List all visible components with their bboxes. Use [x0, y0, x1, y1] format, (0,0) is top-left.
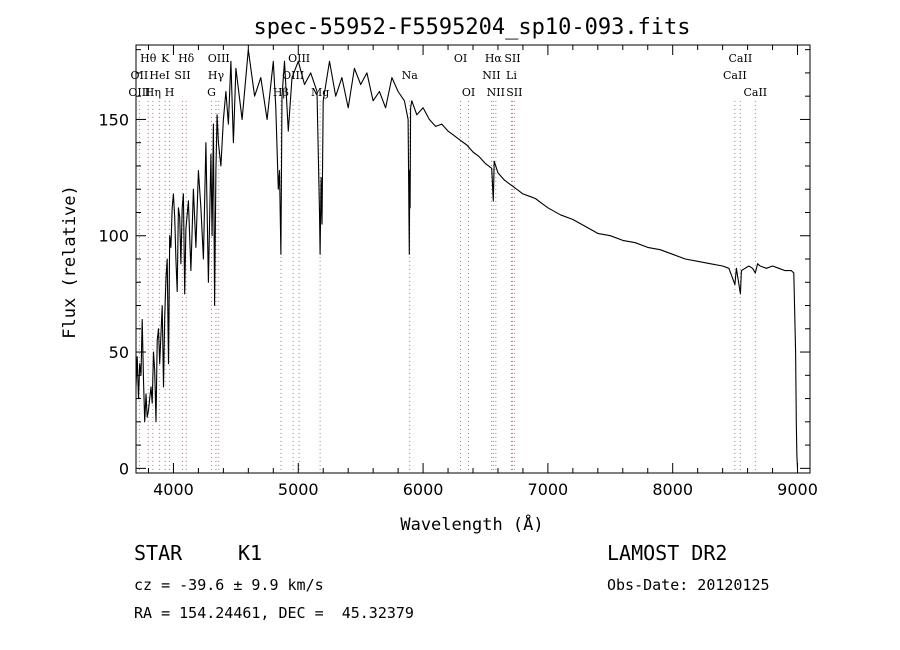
line-label: CaII — [723, 69, 747, 82]
line-label: H — [165, 86, 175, 99]
line-label: Li — [506, 69, 517, 82]
y-tick-label: 0 — [119, 459, 129, 478]
line-label: OIII — [208, 52, 230, 65]
line-label: G — [207, 86, 216, 99]
line-label: SII — [174, 69, 190, 82]
line-label: Hα — [485, 52, 503, 65]
coordinates: RA = 154.24461, DEC = 45.32379 — [134, 604, 414, 622]
line-label: CaII — [743, 86, 767, 99]
line-label: OIII — [128, 86, 150, 99]
spectrum-line — [135, 49, 799, 469]
x-axis-label: Wavelength (Å) — [400, 513, 543, 535]
line-label: HeI — [149, 69, 169, 82]
x-tick-label: 8000 — [652, 480, 693, 499]
line-label: Hγ — [208, 69, 225, 82]
x-tick-label: 4000 — [153, 480, 194, 499]
line-label: OI — [454, 52, 467, 65]
line-label: Mg — [311, 86, 329, 99]
x-tick-label: 5000 — [278, 480, 319, 499]
y-axis-label: Flux (relative) — [60, 185, 80, 339]
survey-name: LAMOST DR2 — [607, 541, 728, 565]
obs-date: Obs-Date: 20120125 — [607, 576, 770, 594]
line-label: Hθ — [140, 52, 157, 65]
line-label: CaII — [729, 52, 753, 65]
y-tick-label: 100 — [98, 227, 129, 246]
emission-line-markers — [138, 100, 756, 473]
line-label: Hη — [145, 86, 161, 99]
redshift-cz: cz = -39.6 ± 9.9 km/s — [134, 576, 324, 594]
line-label: NII — [482, 69, 500, 82]
line-label: NII — [487, 86, 505, 99]
x-tick-label: 7000 — [528, 480, 569, 499]
x-tick-label: 6000 — [403, 480, 444, 499]
y-tick-label: 150 — [98, 110, 129, 129]
line-label: K — [161, 52, 170, 65]
line-label: Hβ — [273, 86, 289, 99]
chart-title: spec-55952-F5595204_sp10-093.fits — [253, 15, 690, 40]
line-label: Hδ — [178, 52, 195, 65]
line-label: SII — [506, 86, 522, 99]
plot-frame — [135, 44, 811, 474]
object-subclass: K1 — [238, 541, 263, 565]
axis-ticks: 4000 5000 6000 7000 8000 9000 0 50 100 150 — [98, 45, 818, 499]
line-label: OIII — [288, 52, 310, 65]
y-tick-label: 50 — [109, 343, 129, 362]
object-class: STAR — [134, 541, 183, 565]
x-tick-label: 9000 — [777, 480, 818, 499]
line-label: OII — [131, 69, 149, 82]
line-label: OI — [462, 86, 475, 99]
line-label: Na — [402, 69, 419, 82]
spectrum-series — [135, 49, 799, 469]
line-label: SII — [504, 52, 520, 65]
